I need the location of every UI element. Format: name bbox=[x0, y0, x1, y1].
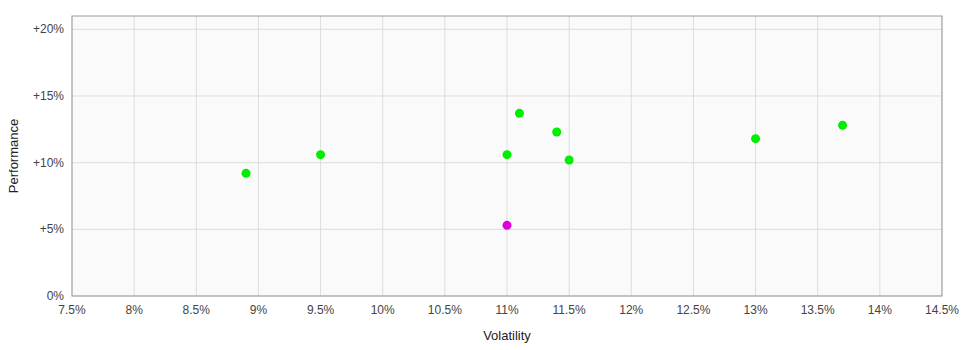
point bbox=[503, 150, 512, 159]
x-tick-label: 13.5% bbox=[801, 303, 835, 317]
tick-labels: 7.5% 8% 8.5% 9% 9.5% 10% 10.5% 11% 11.5% 12% 12.5%… bbox=[33, 22, 959, 317]
x-grid-line bbox=[382, 16, 383, 296]
x-grid-line bbox=[693, 16, 694, 296]
x-grid-line bbox=[258, 16, 259, 296]
point bbox=[515, 109, 524, 118]
series bbox=[503, 221, 512, 230]
chart: 7.5% 8% 8.5% 9% 9.5% 10% 10.5% 11% 11.5% 12% 12.5%… bbox=[0, 0, 966, 350]
point bbox=[565, 156, 574, 165]
x-tick-label: 10.5% bbox=[428, 303, 462, 317]
point bbox=[316, 150, 325, 159]
x-tick-label: 12.5% bbox=[676, 303, 710, 317]
x-tick-label: 9.5% bbox=[307, 303, 335, 317]
point bbox=[751, 134, 760, 143]
y-axis-label: Performance bbox=[6, 119, 21, 193]
x-grid-line bbox=[817, 16, 818, 296]
x-axis-label: Volatility bbox=[483, 328, 531, 343]
x-tick-label: 13% bbox=[744, 303, 768, 317]
x-tick-label: 14% bbox=[868, 303, 892, 317]
point bbox=[242, 169, 251, 178]
series bbox=[242, 109, 848, 178]
y-tick-label: 0% bbox=[47, 289, 65, 303]
y-tick-label: +10% bbox=[33, 156, 64, 170]
x-grid-line bbox=[444, 16, 445, 296]
y-tick-label: +20% bbox=[33, 22, 64, 36]
x-tick-label: 7.5% bbox=[58, 303, 86, 317]
x-tick-label: 11% bbox=[495, 303, 518, 317]
point bbox=[503, 221, 512, 230]
x-grid-line bbox=[196, 16, 197, 296]
background bbox=[0, 0, 966, 350]
x-tick-label: 8% bbox=[125, 303, 143, 317]
y-grid-line bbox=[72, 162, 942, 163]
point bbox=[552, 128, 561, 137]
grid bbox=[72, 16, 942, 296]
x-tick-label: 11.5% bbox=[553, 303, 586, 317]
y-tick-label: +5% bbox=[40, 222, 65, 236]
points bbox=[242, 109, 848, 230]
x-tick-label: 8.5% bbox=[183, 303, 211, 317]
x-grid-line bbox=[134, 16, 135, 296]
point bbox=[838, 121, 847, 130]
y-grid-line bbox=[72, 29, 942, 30]
x-tick-label: 14.5% bbox=[925, 303, 959, 317]
x-grid-line bbox=[879, 16, 880, 296]
y-tick-label: +15% bbox=[33, 89, 64, 103]
x-tick-label: 10% bbox=[371, 303, 395, 317]
x-tick-label: 12% bbox=[619, 303, 643, 317]
plot-frame bbox=[72, 16, 942, 296]
plot-area bbox=[72, 16, 942, 296]
x-grid-line bbox=[755, 16, 756, 296]
y-grid-line bbox=[72, 96, 942, 97]
x-grid-line bbox=[631, 16, 632, 296]
x-tick-label: 9% bbox=[250, 303, 268, 317]
